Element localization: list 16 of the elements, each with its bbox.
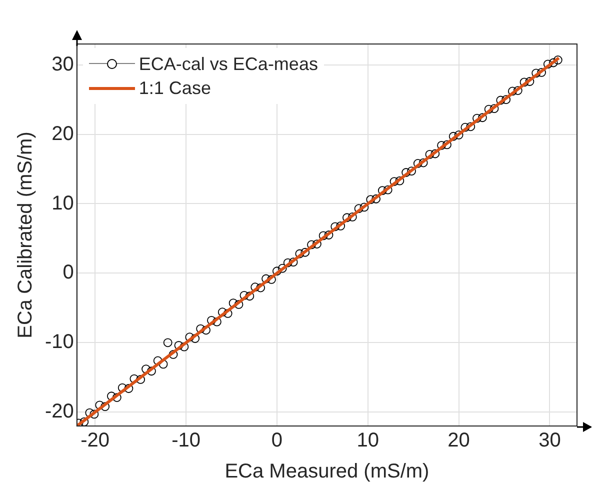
x-axis-title: ECa Measured (mS/m) [224,460,430,483]
y-tick-label: 30 [52,53,74,76]
legend-label: ECA-cal vs ECa-meas [138,54,318,74]
y-tick-label: -20 [45,400,74,423]
y-tick-label: 20 [52,122,74,145]
y-axis-title: ECa Calibrated (mS/m) [14,132,37,338]
y-tick-label: -10 [45,331,74,354]
x-tick-label: -10 [172,430,200,452]
x-tick-label: 30 [538,430,561,452]
y-tick-label: 10 [52,192,74,214]
x-tick-label: -20 [80,430,110,452]
x-tick-label: 10 [356,430,379,452]
y-tick-label: 0 [62,262,74,284]
x-tick-label: 0 [271,430,283,452]
legend-label: 1:1 Case [138,78,211,98]
x-tick-label: 20 [448,430,470,452]
